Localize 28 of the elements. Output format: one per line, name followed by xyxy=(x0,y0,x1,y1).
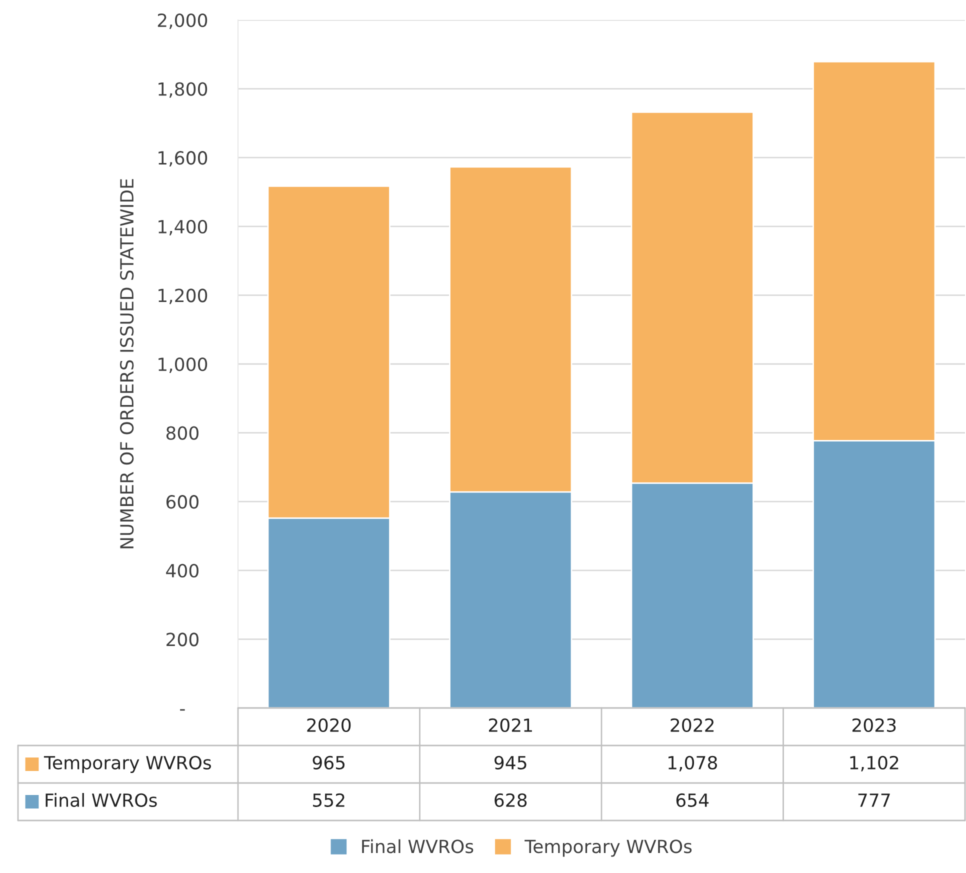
data-label: 628 xyxy=(494,793,527,807)
y-tick-label: 1,800 xyxy=(158,82,208,98)
y-tick-label: 600 xyxy=(166,495,198,509)
x-tick-label: 2020 xyxy=(307,718,351,732)
y-tick-label: 200 xyxy=(166,632,198,646)
data-label: 777 xyxy=(858,794,890,807)
data-label: 965 xyxy=(312,756,345,770)
data-label: 1,102 xyxy=(850,756,898,772)
legend-label: Final WVROs xyxy=(362,839,474,854)
data-label: 654 xyxy=(676,793,709,807)
data-label: 945 xyxy=(494,756,526,770)
data-label: 1,078 xyxy=(668,756,717,772)
y-tick-label: 1,600 xyxy=(158,151,208,167)
x-tick-label: 2022 xyxy=(670,718,714,732)
y-axis-title: NUMBER OF ORDERS ISSUED STATEWIDE xyxy=(120,179,134,548)
data-label: 552 xyxy=(313,793,344,807)
text: Final WVROs xyxy=(46,793,157,807)
x-tick-label: 2021 xyxy=(488,718,532,732)
y-tick-label: 800 xyxy=(166,426,198,440)
y-tick-label: 1,000 xyxy=(158,357,208,373)
y-tick-label: - xyxy=(180,709,185,711)
y-tick-label: 400 xyxy=(166,564,198,578)
y-tick-label: 1,400 xyxy=(158,220,208,236)
x-tick-label: 2023 xyxy=(852,718,896,732)
y-tick-label: 1,200 xyxy=(158,288,208,304)
y-tick-label: 2,000 xyxy=(158,13,208,29)
text: Temporary WVROs xyxy=(524,840,692,857)
legend-label: Temporary WVROs xyxy=(44,756,211,773)
